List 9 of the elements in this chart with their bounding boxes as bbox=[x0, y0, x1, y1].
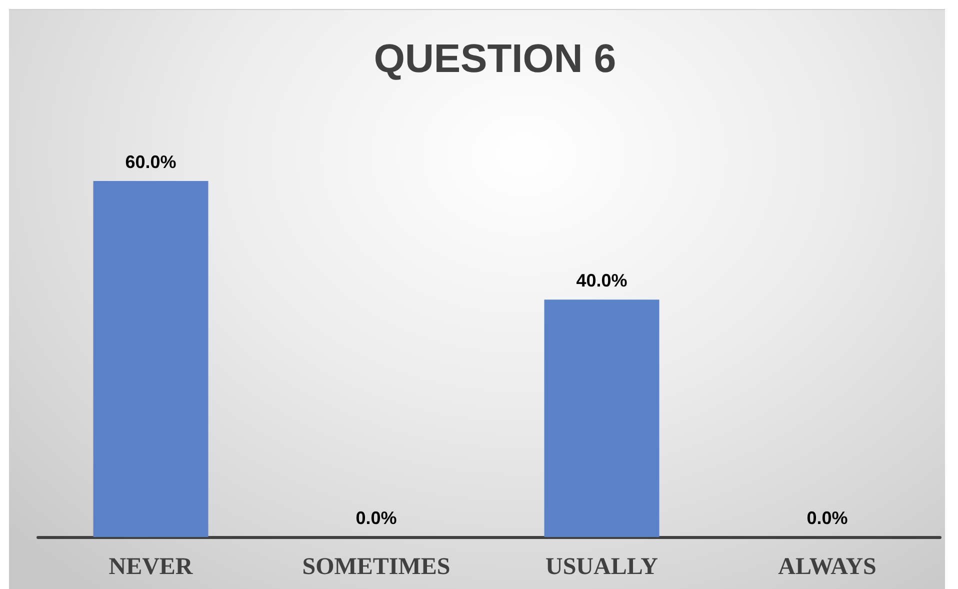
x-tick-label: ALWAYS bbox=[778, 554, 876, 580]
x-tick-label: SOMETIMES bbox=[302, 554, 450, 580]
chart-title: QUESTION 6 bbox=[374, 37, 616, 81]
data-label: 0.0% bbox=[806, 508, 848, 528]
data-label: 60.0% bbox=[125, 152, 176, 172]
data-label: 0.0% bbox=[356, 508, 397, 528]
x-tick-label: NEVER bbox=[108, 554, 194, 580]
x-tick-label: USUALLY bbox=[546, 554, 658, 580]
data-label: 40.0% bbox=[576, 270, 628, 291]
